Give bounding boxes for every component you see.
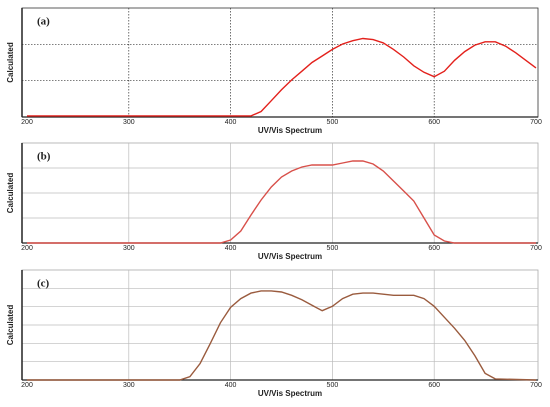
panel-label: (c): [37, 278, 50, 290]
panel-label: (a): [37, 16, 50, 28]
x-tick-label: 600: [428, 119, 440, 126]
plot-frame: [21, 7, 539, 118]
x-tick-label: 200: [21, 382, 33, 389]
panel-label: (b): [37, 151, 51, 163]
x-axis-label: UV/Vis Spectrum: [258, 126, 322, 135]
x-tick-label: 300: [123, 382, 135, 389]
x-tick-label: 400: [225, 245, 237, 252]
x-tick-label: 600: [428, 245, 440, 252]
x-tick-label: 500: [327, 382, 339, 389]
data-line: [27, 290, 537, 381]
x-tick-label: 400: [225, 382, 237, 389]
y-axis-label: Calculated: [6, 305, 15, 346]
x-axis-label: UV/Vis Spectrum: [258, 389, 322, 398]
x-tick-label: 200: [21, 245, 33, 252]
data-line: [27, 160, 536, 244]
y-axis-label: Calculated: [6, 42, 15, 83]
x-tick-label: 700: [530, 119, 542, 126]
data-line: [27, 37, 537, 117]
x-tick-label: 700: [530, 245, 542, 252]
x-tick-label: 300: [123, 119, 135, 126]
x-tick-label: 500: [327, 245, 339, 252]
x-tick-label: 200: [21, 119, 33, 126]
x-axis-label: UV/Vis Spectrum: [258, 252, 322, 261]
x-tick-label: 500: [327, 119, 339, 126]
y-axis-label: Calculated: [6, 173, 15, 214]
x-tick-label: 600: [428, 382, 440, 389]
x-tick-label: 400: [225, 119, 237, 126]
x-tick-label: 300: [123, 245, 135, 252]
x-tick-label: 700: [530, 382, 542, 389]
